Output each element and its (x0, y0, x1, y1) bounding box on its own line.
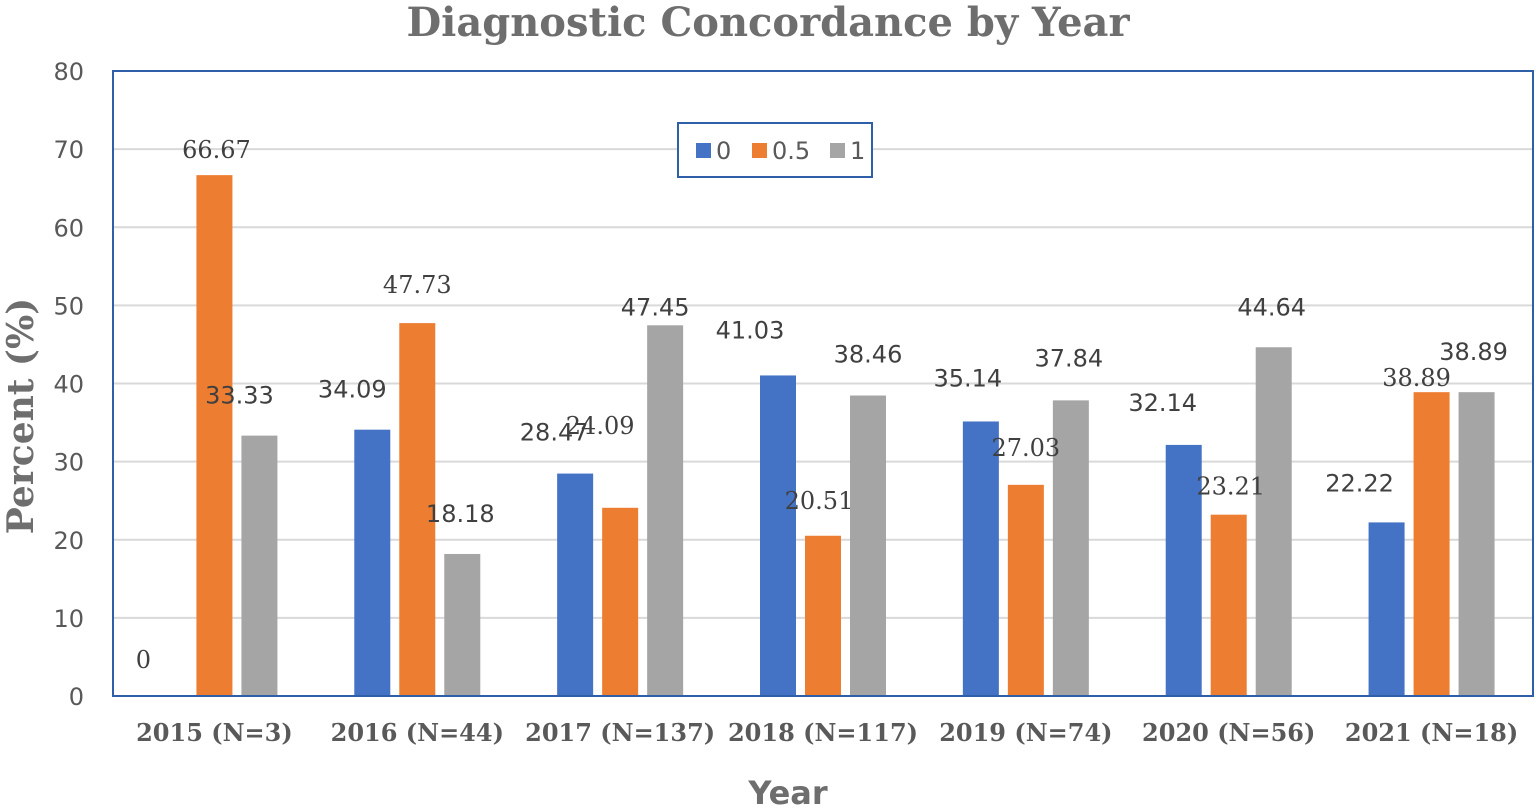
y-tick-label: 30 (53, 449, 84, 477)
data-label-series-0.5-0: 66.67 (182, 136, 251, 164)
legend-swatch-0.5 (752, 143, 767, 158)
bar-series-0.5-6 (1413, 392, 1450, 696)
legend-label-0: 0 (716, 137, 731, 165)
y-tick-label: 70 (53, 136, 84, 164)
data-label-series-0-0: 0 (136, 646, 151, 674)
data-label-series-0.5-4: 27.03 (991, 434, 1060, 462)
x-axis-label: Year (747, 774, 828, 809)
y-tick-label: 10 (53, 605, 84, 633)
y-tick-label: 20 (53, 527, 84, 555)
bar-series-0-2 (557, 473, 594, 696)
data-label-series-1-0: 33.33 (205, 382, 274, 410)
data-label-series-0.5-6: 38.89 (1382, 364, 1451, 392)
bars (196, 175, 1495, 696)
x-axis-ticks: 2015 (N=3) 2016 (N=44) 2017 (N=137) 2018 (N… (136, 718, 1518, 747)
data-label-series-0-2: 28.47 (520, 419, 589, 447)
bar-series-0-3 (760, 375, 796, 696)
data-label-series-0-1: 34.09 (318, 376, 387, 404)
data-label-series-1-2: 47.45 (621, 293, 690, 321)
legend-swatch-1 (830, 143, 845, 158)
data-label-series-1-3: 38.46 (834, 341, 903, 369)
data-label-series-0-5: 32.14 (1128, 389, 1197, 417)
legend-label-1: 1 (850, 137, 865, 165)
x-tick-label: 2021 (N=18) (1345, 718, 1518, 747)
y-tick-label: 0 (69, 683, 84, 711)
legend-swatch-0 (696, 143, 711, 158)
y-tick-label: 50 (53, 292, 84, 320)
x-tick-label: 2016 (N=44) (331, 718, 504, 747)
bar-series-0-5 (1165, 444, 1202, 696)
bar-series-0.5-4 (1007, 484, 1044, 696)
bar-series-1-4 (1052, 400, 1089, 696)
x-tick-label: 2018 (N=117) (728, 718, 918, 747)
data-label-series-1-1: 18.18 (426, 500, 495, 528)
x-tick-label: 2017 (N=137) (525, 718, 715, 747)
y-tick-label: 60 (53, 214, 84, 242)
data-label-series-0-6: 22.22 (1325, 469, 1394, 497)
x-tick-label: 2015 (N=3) (136, 718, 293, 747)
bar-series-1-5 (1255, 347, 1292, 696)
legend: 0 0.5 1 (677, 122, 873, 178)
data-label-series-0.5-3: 20.51 (785, 487, 854, 515)
bar-series-0-1 (354, 429, 391, 696)
x-tick-label: 2019 (N=74) (939, 718, 1112, 747)
y-axis-label: Percent (%) (0, 298, 42, 534)
y-tick-label: 80 (53, 58, 84, 86)
bar-series-1-0 (241, 435, 278, 696)
y-tick-label: 40 (53, 371, 84, 399)
data-label-series-0.5-2: 24.09 (566, 412, 635, 440)
plot-frame (112, 70, 1534, 697)
bar-series-0.5-2 (602, 507, 639, 696)
y-axis-ticks: 0 10 20 30 40 50 60 70 80 (53, 58, 84, 711)
data-label-series-0.5-1: 47.73 (383, 271, 452, 299)
legend-label-0.5: 0.5 (772, 137, 810, 165)
bar-series-1-1 (444, 553, 481, 696)
chart-title: Diagnostic Concordance by Year (406, 0, 1130, 46)
bar-series-0-4 (962, 421, 999, 696)
bar-series-0.5-1 (399, 323, 436, 696)
data-label-series-0-4: 35.14 (933, 364, 1002, 392)
gridlines (113, 148, 1533, 697)
bar-series-0.5-3 (805, 535, 841, 696)
bar-series-1-6 (1458, 392, 1495, 696)
bar-series-0.5-5 (1210, 514, 1247, 696)
data-label-series-0.5-5: 23.21 (1196, 473, 1265, 501)
data-label-series-1-6: 38.89 (1439, 338, 1508, 366)
x-tick-label: 2020 (N=56) (1142, 718, 1315, 747)
bar-series-0-6 (1368, 522, 1405, 696)
bar-series-1-3 (850, 395, 886, 696)
data-label-series-1-5: 44.64 (1237, 293, 1306, 321)
bar-series-1-2 (647, 325, 684, 696)
data-label-series-1-4: 37.84 (1034, 344, 1103, 372)
data-label-series-0-3: 41.03 (716, 316, 785, 344)
bar-series-0.5-0 (196, 175, 233, 696)
